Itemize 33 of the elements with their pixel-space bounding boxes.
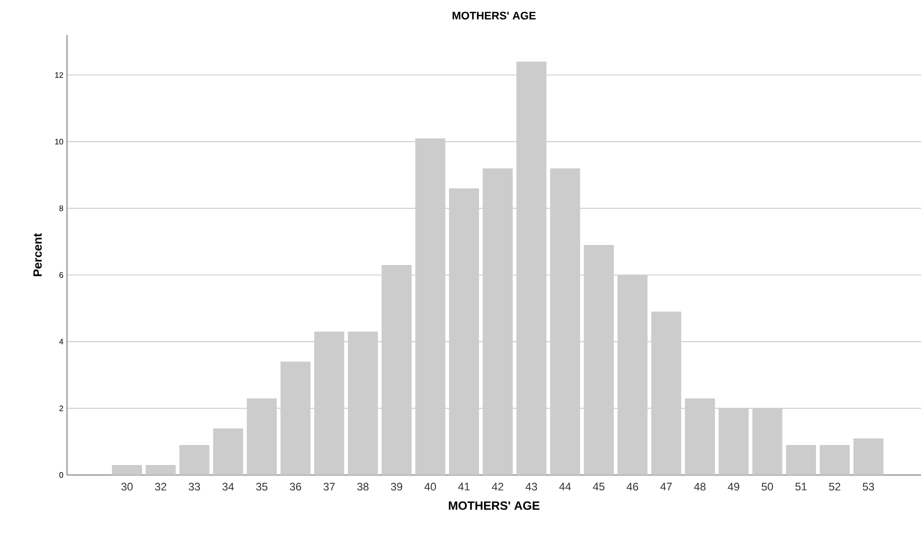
x-tick-label: 50 bbox=[762, 482, 773, 491]
x-tick-label: 38 bbox=[357, 482, 369, 491]
x-tick-label: 49 bbox=[728, 482, 740, 491]
x-tick-label: 53 bbox=[862, 482, 874, 491]
x-tick-label: 30 bbox=[121, 482, 133, 491]
x-tick-label: 37 bbox=[324, 482, 335, 491]
x-tick-label: 41 bbox=[458, 482, 470, 490]
x-tick-label: 46 bbox=[626, 482, 638, 491]
x-tick-label: 45 bbox=[592, 482, 604, 490]
x-tick-label: 51 bbox=[795, 482, 807, 490]
x-tick-label: 47 bbox=[660, 482, 672, 490]
x-tick-label: 36 bbox=[290, 482, 302, 491]
x-tick-label: 34 bbox=[222, 482, 234, 491]
bar bbox=[146, 465, 176, 475]
x-tick-label: 48 bbox=[694, 482, 706, 491]
bar bbox=[112, 465, 142, 475]
x-tick-label: 44 bbox=[559, 482, 571, 490]
bar bbox=[820, 445, 850, 475]
x-tick-label: 40 bbox=[424, 482, 436, 491]
bar bbox=[853, 438, 884, 475]
x-tick-label: 43 bbox=[526, 482, 538, 491]
chart-title: MOTHERS' AGE bbox=[452, 12, 536, 20]
x-axis-title: MOTHERS' AGE bbox=[448, 501, 540, 510]
x-tick-label: 52 bbox=[829, 482, 840, 491]
x-tick-label: 32 bbox=[155, 482, 166, 491]
x-tick-label: 33 bbox=[188, 482, 200, 491]
x-tick-label: 39 bbox=[390, 482, 402, 491]
bar bbox=[179, 445, 210, 475]
bar bbox=[213, 428, 244, 475]
y-axis-title: Percent bbox=[33, 233, 42, 276]
x-tick-label: 42 bbox=[492, 482, 504, 490]
x-tick-label: 35 bbox=[256, 482, 268, 491]
bar bbox=[786, 445, 816, 475]
